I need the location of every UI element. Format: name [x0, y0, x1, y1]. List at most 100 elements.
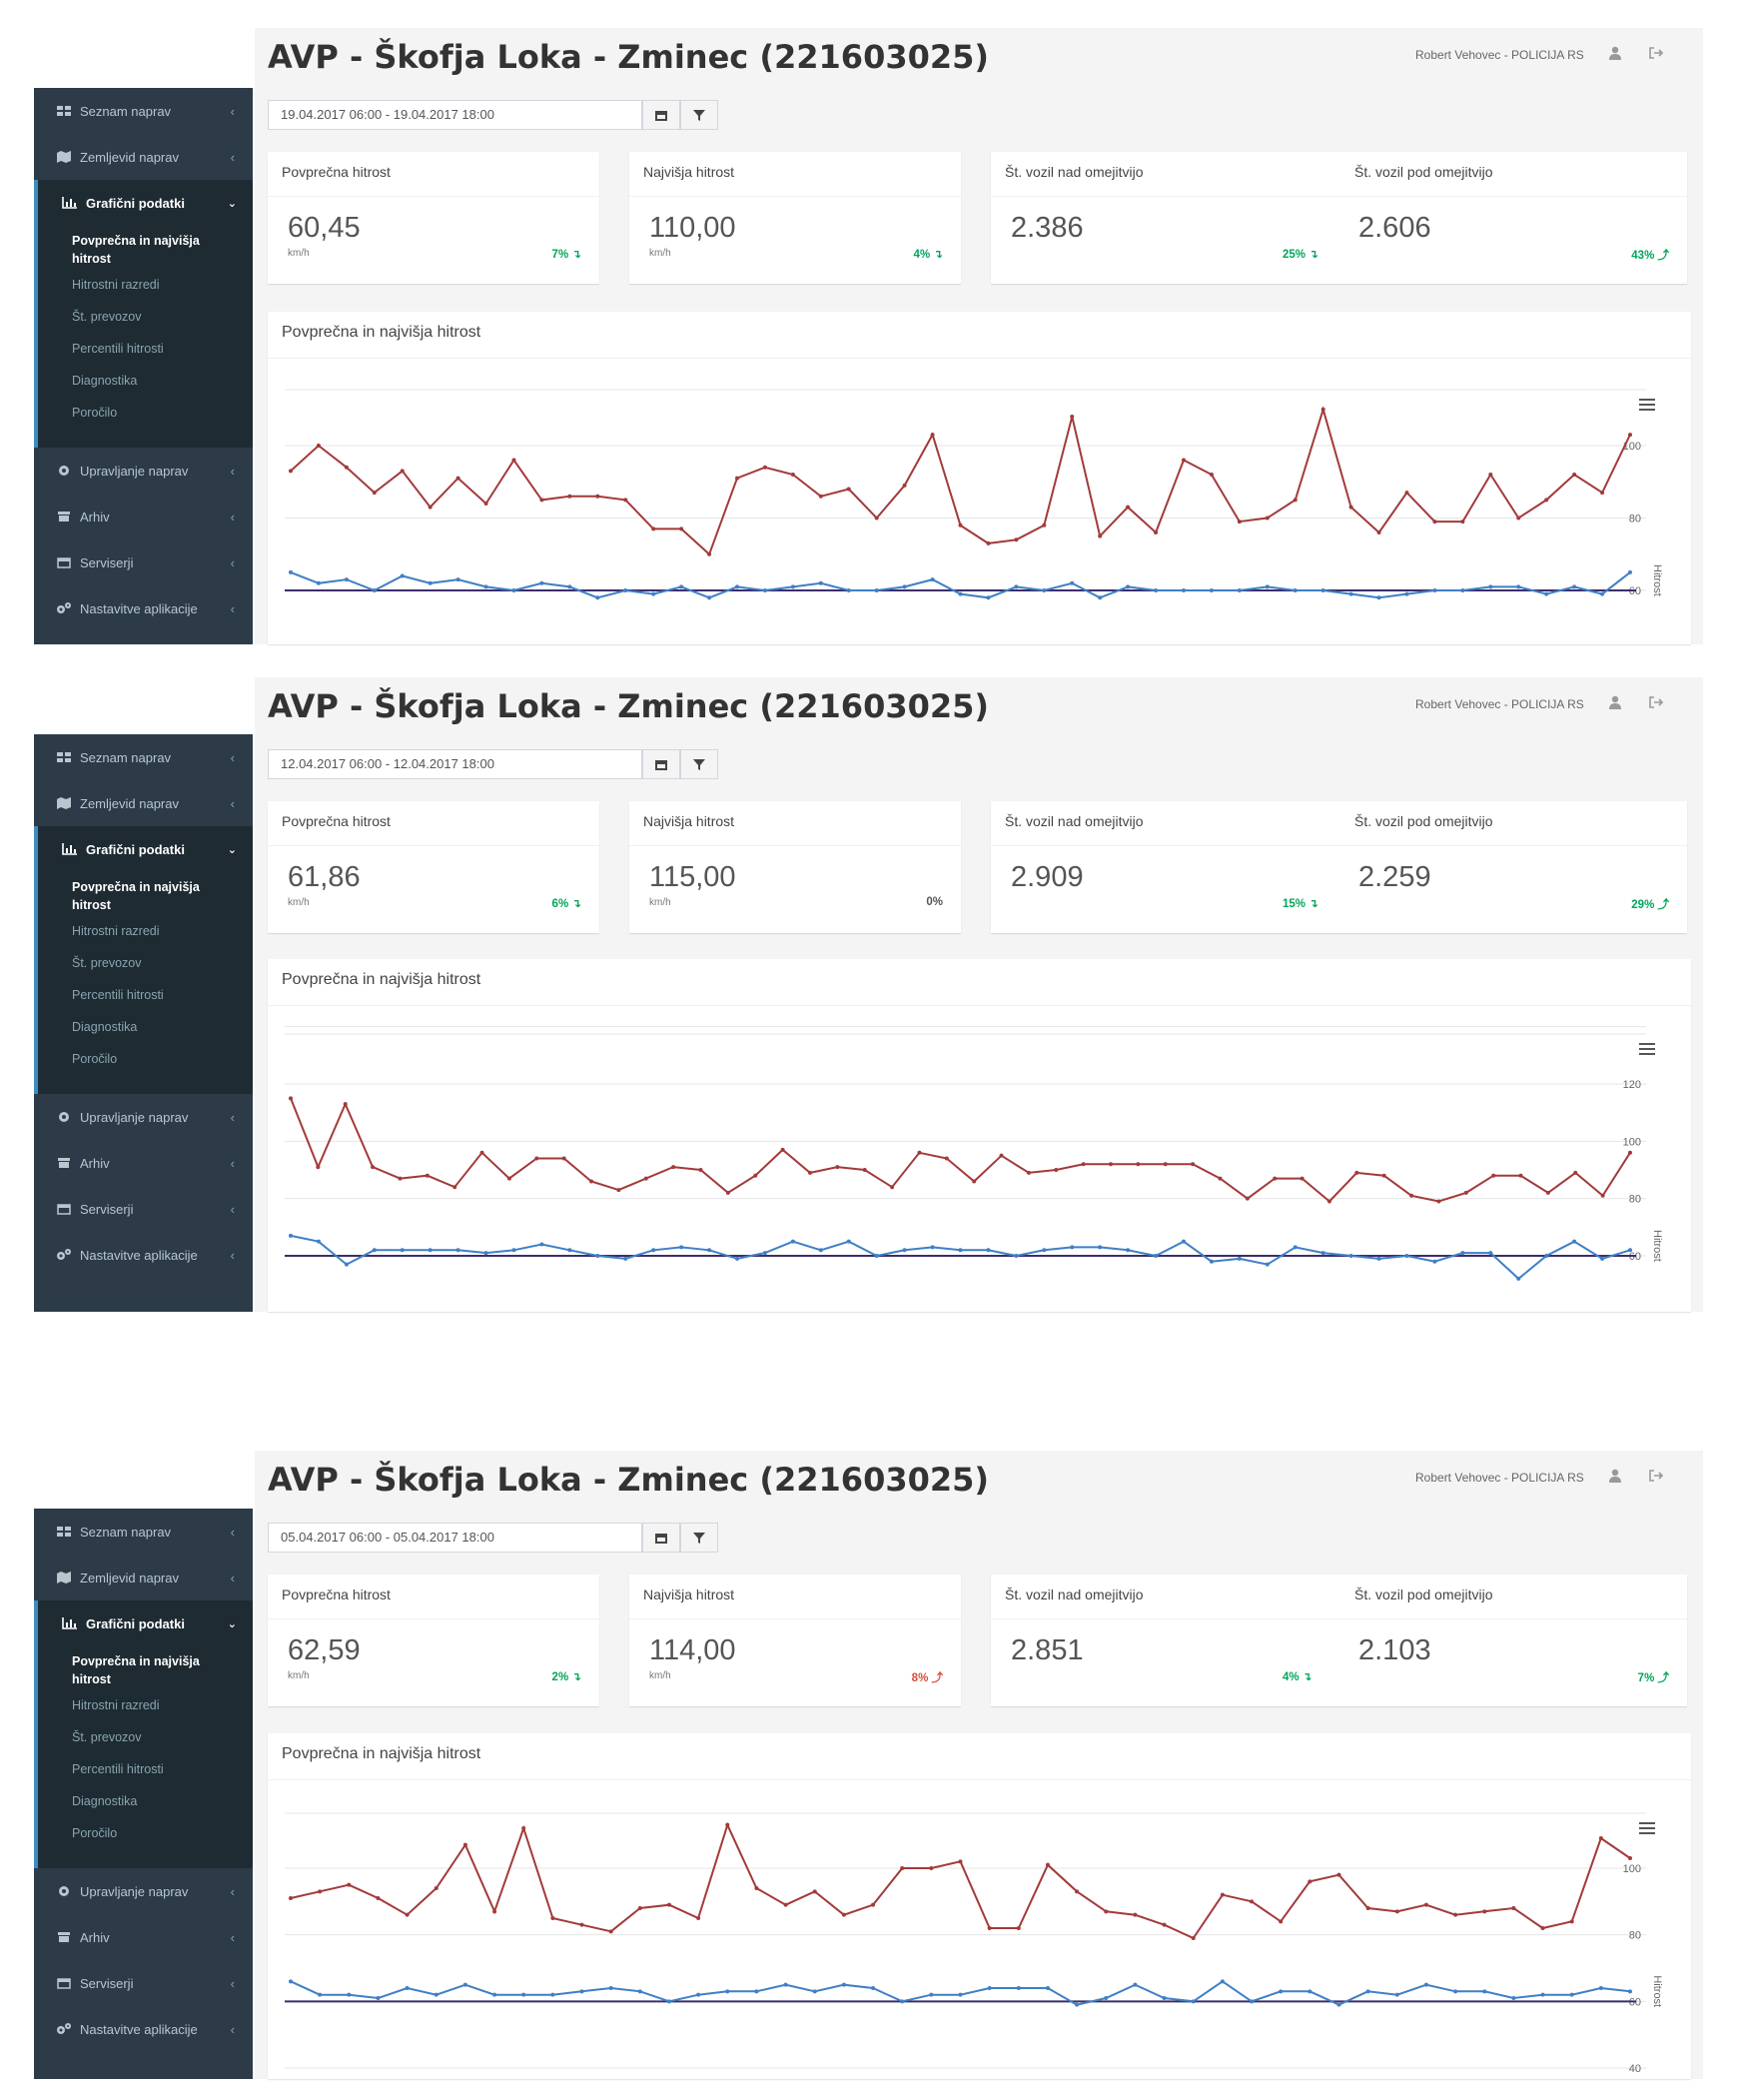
sidebar-item-upravljanje-naprav[interactable]: Upravljanje naprav ‹	[34, 1094, 253, 1140]
data-point	[1293, 1245, 1298, 1250]
data-point	[1133, 1982, 1138, 1987]
data-point	[1237, 520, 1242, 525]
data-point	[1133, 1912, 1138, 1917]
sidebar-item-arhiv[interactable]: Arhiv ‹	[34, 494, 253, 539]
user-icon[interactable]	[1608, 695, 1622, 709]
sidebar-item-zemljevid-naprav[interactable]: Zemljevid naprav ‹	[34, 1555, 253, 1600]
divider	[629, 196, 961, 197]
chart-menu-icon[interactable]	[1638, 1042, 1656, 1056]
sidebar-subitem-4[interactable]: Percentili hitrosti	[72, 988, 164, 1002]
sidebar-item-serviserji[interactable]: Serviserji ‹	[34, 1186, 253, 1232]
gear-icon	[56, 1111, 72, 1123]
sidebar-item-serviserji[interactable]: Serviserji ‹	[34, 539, 253, 585]
sidebar-item-nastavitve-aplikacije[interactable]: Nastavitve aplikacije ‹	[34, 585, 253, 631]
data-point	[929, 1866, 934, 1870]
data-point	[1628, 1856, 1632, 1860]
chart-menu-icon[interactable]	[1638, 1821, 1656, 1835]
sidebar-subitem-1[interactable]: Povprečna in najvišja hitrost	[72, 234, 200, 266]
data-point	[958, 523, 963, 527]
data-point	[1014, 1254, 1019, 1258]
sidebar-subitem-5[interactable]: Diagnostika	[72, 374, 138, 388]
data-point	[1042, 588, 1047, 592]
sidebar-item-upravljanje-naprav[interactable]: Upravljanje naprav ‹	[34, 448, 253, 494]
sidebar-subitem-1[interactable]: Povprečna in najvišja hitrost	[72, 1654, 200, 1686]
stat-title-over: Št. vozil nad omejitvijo	[1005, 1586, 1144, 1602]
chart-menu-icon[interactable]	[1638, 398, 1656, 412]
chevron-down-icon: ⌄	[227, 197, 237, 210]
data-point	[1191, 1999, 1196, 2004]
sidebar-subitem-5[interactable]: Diagnostika	[72, 1794, 138, 1808]
filter-button[interactable]	[680, 749, 718, 779]
calendar-button[interactable]	[642, 100, 680, 130]
user-icon[interactable]	[1608, 1469, 1622, 1483]
data-point	[1026, 1170, 1031, 1175]
sidebar-item-seznam-naprav[interactable]: Seznam naprav ‹	[34, 1509, 253, 1555]
chart-icon	[62, 843, 78, 855]
logout-icon[interactable]	[1648, 1469, 1664, 1483]
sidebar-subitem-5[interactable]: Diagnostika	[72, 1020, 138, 1034]
data-point	[316, 1239, 321, 1244]
sidebar-item-nastavitve-aplikacije[interactable]: Nastavitve aplikacije ‹	[34, 2006, 253, 2052]
calendar-button[interactable]	[642, 749, 680, 779]
sidebar-item-nastavitve-aplikacije[interactable]: Nastavitve aplikacije ‹	[34, 1232, 253, 1278]
data-point	[506, 1176, 511, 1181]
data-point	[1293, 588, 1298, 592]
data-point	[1628, 433, 1632, 438]
sidebar-subitem-2[interactable]: Hitrostni razredi	[72, 278, 160, 292]
sidebar-subitem-6[interactable]: Poročilo	[72, 1052, 118, 1066]
data-point	[455, 476, 460, 481]
data-point	[343, 1102, 348, 1107]
sidebar-item-graficni-podatki[interactable]: Grafični podatki ⌄	[38, 180, 253, 226]
stat-change: 4% ↴	[913, 249, 943, 261]
sidebar-item-label: Serviserji	[80, 1201, 134, 1217]
stat-value-under: 2.103	[1358, 1634, 1431, 1666]
user-icon[interactable]	[1608, 46, 1622, 60]
data-point	[1544, 498, 1549, 503]
data-point	[1511, 1996, 1516, 2000]
data-point	[1320, 407, 1325, 412]
calendar-button[interactable]	[642, 1523, 680, 1553]
sidebar-item-seznam-naprav[interactable]: Seznam naprav ‹	[34, 734, 253, 780]
sidebar-item-seznam-naprav[interactable]: Seznam naprav ‹	[34, 88, 253, 134]
sidebar-item-serviserji[interactable]: Serviserji ‹	[34, 1960, 253, 2006]
sidebar-subitem-4[interactable]: Percentili hitrosti	[72, 1762, 164, 1776]
sidebar-item-zemljevid-naprav[interactable]: Zemljevid naprav ‹	[34, 134, 253, 180]
data-point	[561, 1156, 566, 1161]
sidebar-item-upravljanje-naprav[interactable]: Upravljanje naprav ‹	[34, 1868, 253, 1914]
sidebar-subitem-3[interactable]: Št. prevozov	[72, 956, 142, 970]
sidebar-subitem-1[interactable]: Povprečna in najvišja hitrost	[72, 880, 200, 912]
sidebar-subitem-3[interactable]: Št. prevozov	[72, 310, 142, 324]
data-point	[666, 1902, 671, 1907]
data-point	[1511, 1906, 1516, 1910]
data-point	[930, 433, 935, 438]
sidebar-item-graficni-podatki[interactable]: Grafični podatki ⌄	[38, 1600, 253, 1646]
sidebar-item-zemljevid-naprav[interactable]: Zemljevid naprav ‹	[34, 780, 253, 826]
map-icon	[56, 1572, 72, 1583]
filter-button[interactable]	[680, 1523, 718, 1553]
data-point	[783, 1982, 788, 1987]
date-range-input[interactable]: 12.04.2017 06:00 - 12.04.2017 18:00	[268, 749, 642, 779]
sidebar-subitem-4[interactable]: Percentili hitrosti	[72, 342, 164, 356]
data-point	[1237, 1256, 1242, 1261]
sidebar-subitem-6[interactable]: Poročilo	[72, 406, 118, 420]
max-speed-series	[290, 406, 1631, 556]
stat-title: Najvišja hitrost	[643, 813, 735, 829]
stat-card-max: Najvišja hitrost 115,00 km/h 0%	[629, 801, 961, 933]
sidebar-item-arhiv[interactable]: Arhiv ‹	[34, 1914, 253, 1960]
sidebar-subitem-6[interactable]: Poročilo	[72, 1826, 118, 1840]
logout-icon[interactable]	[1648, 695, 1664, 709]
sidebar-subitem-2[interactable]: Hitrostni razredi	[72, 924, 160, 938]
date-range-input[interactable]: 19.04.2017 06:00 - 19.04.2017 18:00	[268, 100, 642, 130]
data-point	[1600, 1193, 1605, 1198]
logout-icon[interactable]	[1648, 46, 1664, 60]
filter-button[interactable]	[680, 100, 718, 130]
stat-card-avg: Povprečna hitrost 60,45 km/h 7% ↴	[268, 152, 599, 284]
stat-unit: km/h	[288, 248, 310, 259]
sidebar-subitem-2[interactable]: Hitrostni razredi	[72, 1698, 160, 1712]
sidebar-item-arhiv[interactable]: Arhiv ‹	[34, 1140, 253, 1186]
sidebar-subitem-3[interactable]: Št. prevozov	[72, 1730, 142, 1744]
date-range-input[interactable]: 05.04.2017 06:00 - 05.04.2017 18:00	[268, 1523, 642, 1553]
sidebar-item-graficni-podatki[interactable]: Grafični podatki ⌄	[38, 826, 253, 872]
data-point	[987, 1986, 992, 1990]
chevron-left-icon: ‹	[230, 749, 235, 765]
